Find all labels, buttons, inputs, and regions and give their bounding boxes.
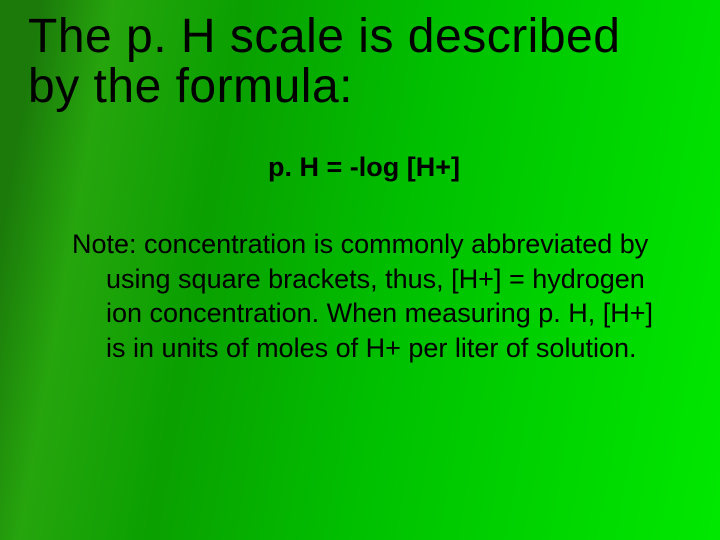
slide-title: The p. H scale is described by the formu… [28, 12, 680, 113]
formula-text: p. H = -log [H+] [72, 152, 656, 183]
note-text: Note: concentration is commonly abbrevia… [72, 227, 656, 365]
slide: The p. H scale is described by the formu… [0, 0, 720, 540]
slide-body: p. H = -log [H+] Note: concentration is … [72, 152, 656, 365]
